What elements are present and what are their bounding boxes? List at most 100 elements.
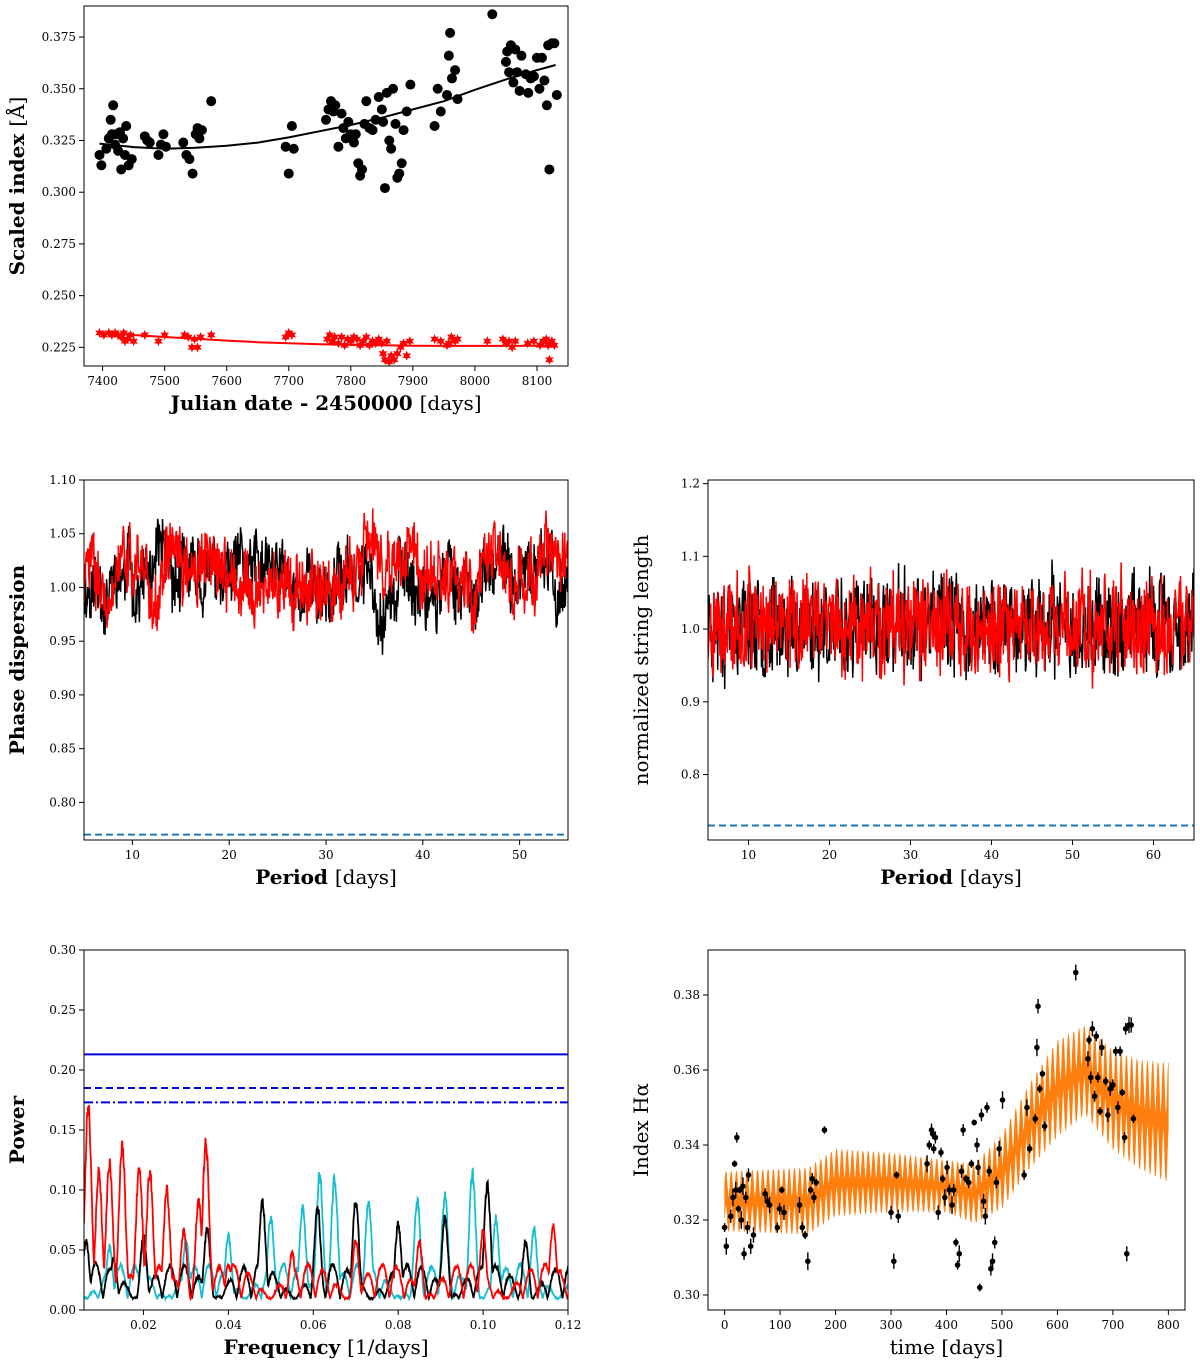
data-point (991, 1239, 998, 1246)
data-point (1102, 1078, 1109, 1085)
data-point (388, 83, 399, 94)
data-point (286, 121, 297, 131)
data-point (1130, 1115, 1137, 1122)
data-point (487, 9, 498, 20)
y-axis-label: Index Hα (629, 1083, 653, 1177)
data-point (350, 129, 361, 140)
x-tick-label: 7500 (149, 374, 180, 388)
data-point (774, 1224, 781, 1231)
data-point (953, 1239, 959, 1246)
data-point-star (430, 334, 439, 345)
data-point-star (99, 329, 109, 340)
data-point (184, 154, 195, 165)
data-point-star (322, 334, 332, 345)
data-point (336, 108, 347, 119)
data-point (1099, 1044, 1105, 1051)
x-tick-label: 0.12 (555, 1318, 582, 1332)
data-point (160, 141, 171, 152)
x-tick-label: 7800 (336, 374, 367, 388)
x-tick-label: 600 (1046, 1318, 1069, 1332)
data-point (541, 100, 552, 111)
data-point (379, 183, 390, 194)
data-point (378, 116, 389, 127)
plot-area (84, 508, 568, 836)
data-point (1115, 1104, 1121, 1111)
data-point (1117, 1048, 1123, 1055)
panel-h-alpha-model: 0 100 200 300 400 500 600 700 800 0.30 0.32 0.34 0.3… (629, 949, 1186, 1359)
data-point (446, 73, 457, 84)
x-tick-label: 8000 (460, 374, 491, 388)
plot-area (721, 964, 1169, 1292)
data-point (982, 1213, 989, 1220)
data-point (821, 1127, 828, 1133)
data-point-star (436, 336, 446, 347)
data-point (968, 1160, 975, 1167)
panel-string-length: 10 20 30 40 50 60 0.8 0.9 1.0 1.1 1.2 Period [days]… (629, 477, 1195, 889)
data-point (1086, 1037, 1092, 1043)
data-point (367, 125, 378, 136)
data-point (194, 133, 205, 144)
x-tick-label: 700 (1101, 1318, 1124, 1332)
x-tick-label: 0 (721, 1318, 729, 1332)
series-line-1 (708, 562, 1194, 689)
data-point (158, 129, 169, 140)
data-point-star (206, 329, 216, 340)
data-point (534, 83, 545, 94)
y-tick-label: 0.20 (49, 1063, 76, 1077)
data-point (924, 1160, 930, 1167)
y-axis-label: Scaled index [Å] (4, 97, 29, 276)
plot-area (94, 9, 562, 366)
data-point (361, 96, 372, 107)
x-axis-label: Period [days] (880, 865, 1022, 889)
data-point (283, 168, 294, 179)
y-tick-label: 0.325 (42, 133, 76, 147)
data-point (888, 1209, 894, 1216)
x-tick-label: 20 (822, 848, 837, 862)
data-point (776, 1205, 783, 1212)
axes-frame (83, 5, 569, 367)
x-tick-label: 7400 (87, 374, 118, 388)
plot-area (708, 559, 1194, 827)
x-tick-label: 7600 (211, 374, 242, 388)
x-tick-label: 800 (1157, 1318, 1180, 1332)
data-point (1021, 1172, 1027, 1178)
data-point-star (287, 329, 297, 340)
data-point (958, 1168, 965, 1175)
data-point (742, 1194, 749, 1201)
data-point-star (378, 348, 388, 359)
data-point (178, 137, 189, 148)
data-point (1024, 1104, 1030, 1111)
x-tick-label: 8100 (522, 374, 553, 388)
data-point-star (193, 342, 202, 353)
y-tick-label: 0.30 (49, 943, 76, 957)
data-point-star (547, 336, 557, 347)
data-point (975, 1164, 981, 1171)
data-point (536, 52, 547, 63)
data-point (932, 1134, 939, 1141)
data-point (442, 89, 452, 100)
data-point (514, 85, 525, 96)
data-point-star (337, 332, 346, 343)
y-tick-label: 0.300 (42, 185, 76, 199)
data-point-star (116, 332, 126, 343)
data-point (373, 92, 384, 103)
data-point (747, 1243, 754, 1250)
data-point-star (393, 348, 402, 359)
x-tick-label: 0.06 (300, 1318, 327, 1332)
y-tick-label: 0.10 (49, 1183, 76, 1197)
data-point (980, 1198, 987, 1205)
data-point-star (346, 336, 356, 347)
data-point-star (183, 332, 193, 343)
data-point (989, 1258, 996, 1265)
data-point (551, 89, 562, 100)
y-tick-label: 0.375 (42, 30, 76, 44)
y-tick-label: 0.32 (673, 1213, 700, 1227)
y-tick-label: 1.05 (49, 527, 76, 541)
data-point (986, 1168, 993, 1175)
x-tick-label: 100 (769, 1318, 792, 1332)
data-point (206, 96, 217, 107)
data-point (799, 1224, 806, 1231)
data-point (939, 1175, 946, 1182)
data-point (732, 1187, 739, 1193)
x-tick-label: 50 (1065, 848, 1080, 862)
